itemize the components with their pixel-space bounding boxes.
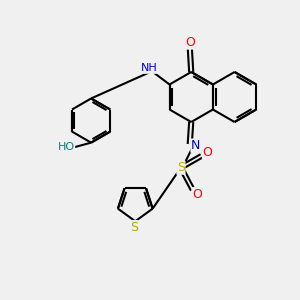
Text: O: O [202,146,212,159]
Text: NH: NH [141,63,157,73]
Text: S: S [130,220,138,234]
Text: HO: HO [58,142,75,152]
Text: O: O [185,36,195,49]
Text: S: S [177,161,185,174]
Text: N: N [191,139,200,152]
Text: O: O [192,188,202,201]
